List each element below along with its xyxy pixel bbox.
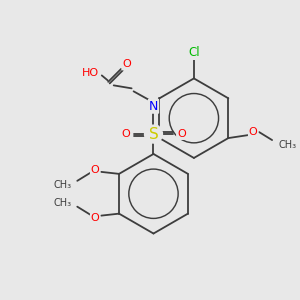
Text: S: S bbox=[148, 127, 158, 142]
Text: O: O bbox=[177, 129, 186, 139]
Text: Cl: Cl bbox=[188, 46, 200, 59]
Text: O: O bbox=[249, 127, 258, 137]
Text: CH₃: CH₃ bbox=[53, 198, 71, 208]
Text: O: O bbox=[91, 213, 100, 223]
Text: N: N bbox=[149, 100, 158, 113]
Text: CH₃: CH₃ bbox=[278, 140, 296, 150]
Circle shape bbox=[145, 125, 162, 143]
Text: CH₃: CH₃ bbox=[53, 180, 71, 190]
Text: O: O bbox=[91, 165, 100, 175]
Text: O: O bbox=[121, 129, 130, 139]
Text: HO: HO bbox=[82, 68, 99, 78]
Text: O: O bbox=[122, 59, 131, 70]
